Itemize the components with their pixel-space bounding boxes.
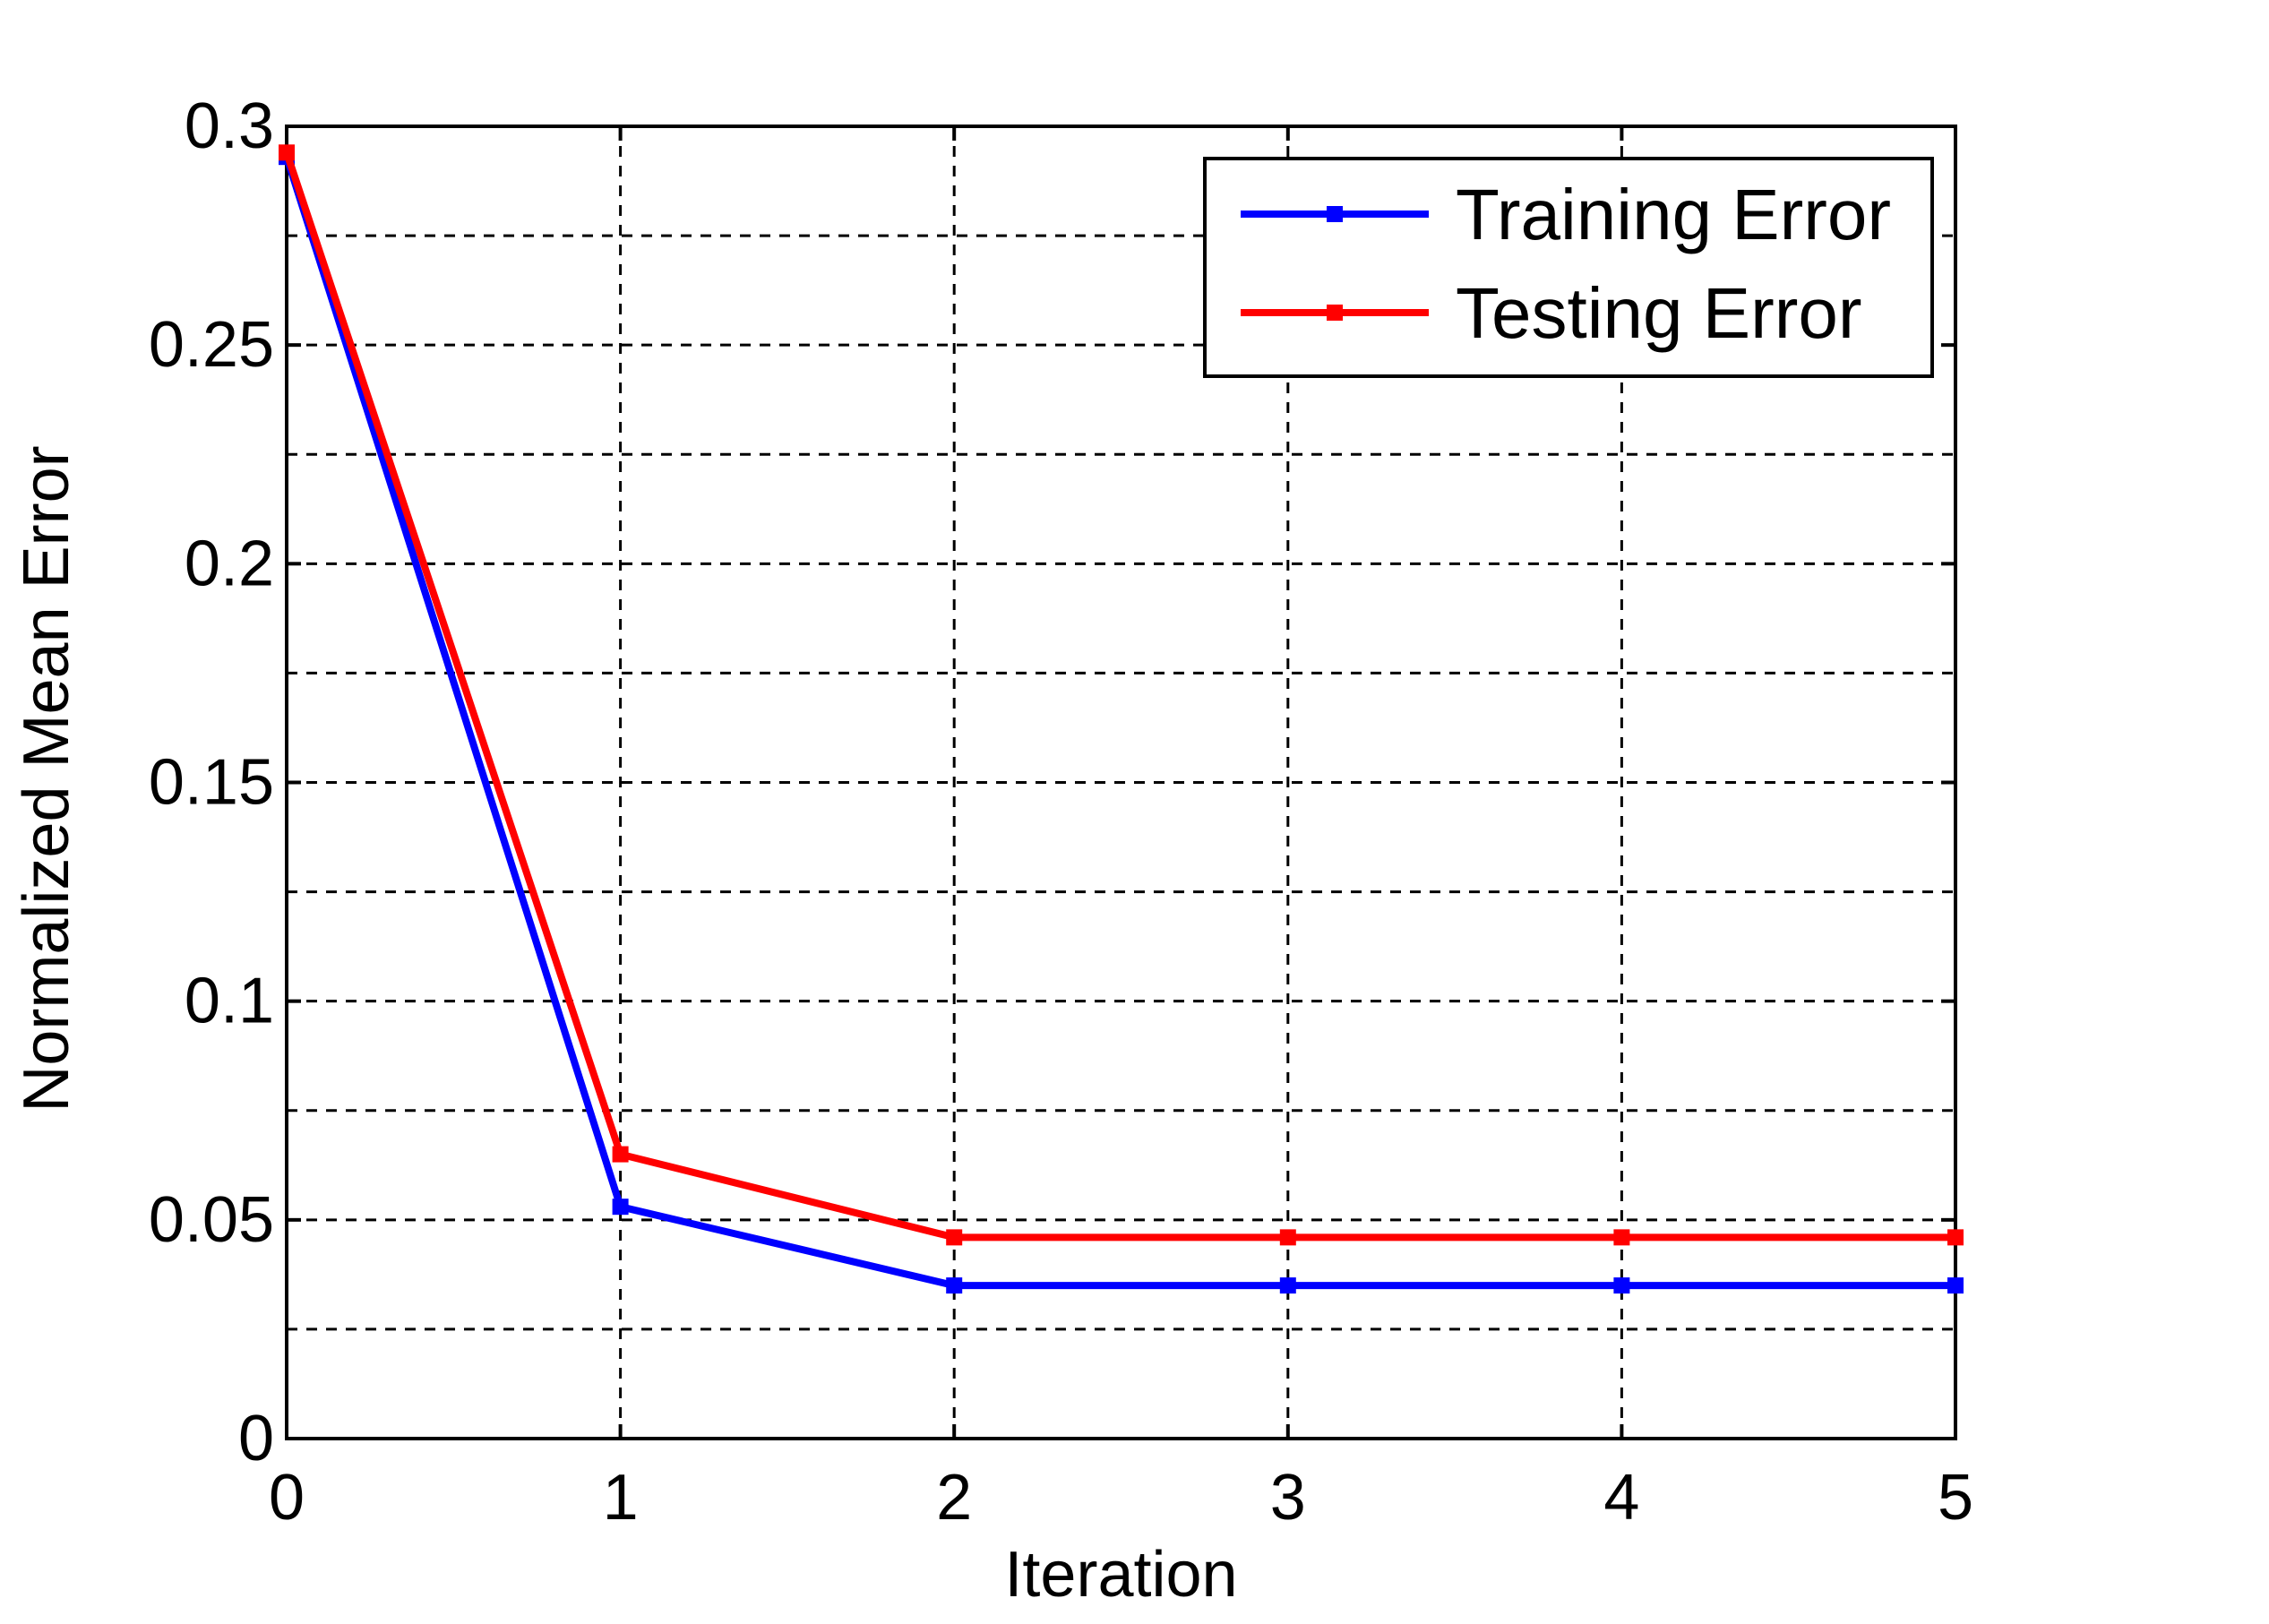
legend-label: Testing Error (1456, 273, 1861, 353)
data-point (1947, 1277, 1964, 1294)
y-axis-title: Normalized Mean Error (11, 445, 82, 1112)
series-line-1 (283, 155, 1955, 1290)
y-tick-label: 0.3 (185, 90, 274, 162)
x-tick-label: 1 (603, 1462, 639, 1534)
data-point (1947, 1229, 1964, 1246)
data-point (1613, 1277, 1630, 1294)
x-tick-label: 2 (936, 1462, 972, 1534)
legend-label: Training Error (1456, 175, 1891, 254)
data-point (612, 1146, 629, 1163)
legend-marker (1327, 206, 1343, 222)
x-tick-label: 0 (269, 1462, 305, 1534)
x-tick-label: 4 (1603, 1462, 1639, 1534)
y-tick-label: 0.25 (149, 309, 274, 381)
legend: Training Error Testing Error (1203, 157, 1934, 378)
x-tick-label: 3 (1270, 1462, 1306, 1534)
data-point (612, 1199, 629, 1216)
data-point (279, 144, 295, 161)
x-tick-label: 5 (1938, 1462, 1973, 1534)
x-axis-title: Iteration (1004, 1539, 1237, 1611)
y-tick-label: 0.1 (185, 966, 274, 1037)
axis-ticks: 0 1 2 3 4 5 0 0.05 0.1 0.15 0.2 0.25 0.3 (149, 90, 1973, 1534)
legend-box (1203, 157, 1934, 378)
y-tick-label: 0.2 (185, 528, 274, 599)
series-line-2 (283, 151, 1955, 1242)
series-layer (279, 144, 1964, 1294)
y-tick-label: 0 (238, 1403, 274, 1474)
data-point (1279, 1229, 1296, 1246)
data-point (1279, 1277, 1296, 1294)
legend-marker (1327, 305, 1343, 321)
y-tick-label: 0.05 (149, 1184, 274, 1256)
data-point (946, 1277, 963, 1294)
data-point (946, 1229, 963, 1246)
y-tick-label: 0.15 (149, 747, 274, 819)
data-point (1613, 1229, 1630, 1246)
